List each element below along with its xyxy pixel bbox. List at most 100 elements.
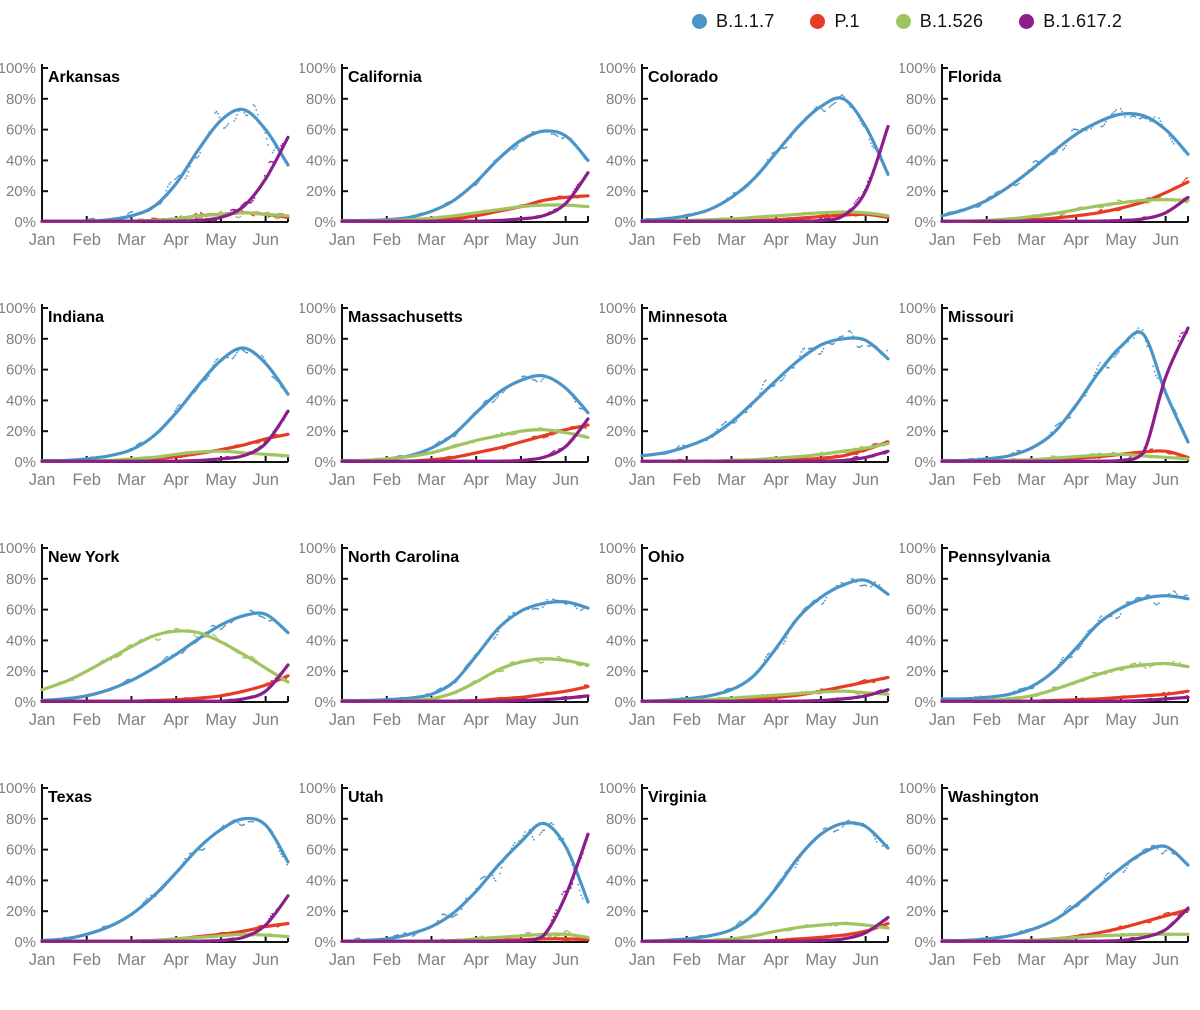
x-tick-label: Feb [673, 471, 701, 489]
y-tick-label: 60% [906, 602, 936, 619]
y-tick-label: 20% [6, 663, 36, 680]
x-tick-label: Jan [929, 951, 956, 969]
x-tick-label: Jun [1152, 471, 1179, 489]
x-tick-label: May [1105, 951, 1137, 969]
x-tick-label: Apr [463, 711, 489, 729]
x-tick-label: Jun [852, 231, 879, 249]
legend-item-b-1-526: B.1.526 [896, 11, 983, 32]
y-tick-label: 80% [906, 571, 936, 588]
x-tick-label: Apr [163, 471, 189, 489]
y-tick-label: 100% [300, 540, 336, 557]
x-tick-label: Mar [1017, 711, 1046, 729]
x-tick-label: Apr [763, 951, 789, 969]
y-tick-label: 0% [314, 214, 336, 231]
y-tick-label: 60% [906, 842, 936, 859]
y-tick-label: 20% [906, 903, 936, 920]
y-tick-label: 0% [914, 214, 936, 231]
line-series-b-1-1-7 [942, 332, 1188, 461]
x-tick-label: Mar [117, 231, 146, 249]
y-tick-label: 60% [606, 602, 636, 619]
y-tick-label: 40% [6, 632, 36, 649]
y-tick-label: 100% [300, 300, 336, 317]
x-tick-label: Apr [463, 231, 489, 249]
x-tick-label: Jun [252, 711, 279, 729]
line-series-p-1 [942, 182, 1188, 221]
legend-item-b-1-617-2: B.1.617.2 [1019, 11, 1122, 32]
y-tick-label: 0% [314, 454, 336, 471]
x-tick-label: Jan [629, 471, 656, 489]
line-series-b-1-617-2 [42, 896, 288, 941]
scatter-series-b-1-1-7 [341, 598, 586, 701]
y-tick-label: 40% [6, 872, 36, 889]
x-tick-label: Feb [73, 711, 101, 729]
x-tick-label: Feb [973, 711, 1001, 729]
y-tick-label: 20% [606, 903, 636, 920]
x-tick-label: Mar [417, 471, 446, 489]
line-series-b-1-1-7 [942, 846, 1188, 941]
x-tick-label: Jan [329, 951, 356, 969]
x-tick-label: Jun [252, 231, 279, 249]
y-tick-label: 60% [606, 842, 636, 859]
x-tick-label: Mar [117, 951, 146, 969]
x-tick-label: Jun [552, 711, 579, 729]
x-tick-label: Mar [1017, 951, 1046, 969]
x-tick-label: Mar [717, 231, 746, 249]
y-tick-label: 0% [14, 694, 36, 711]
x-tick-label: Jan [929, 231, 956, 249]
scatter-series-b-1-1-7 [941, 590, 1188, 701]
x-tick-label: Jun [252, 471, 279, 489]
x-tick-label: Jan [29, 231, 56, 249]
y-tick-label: 0% [914, 694, 936, 711]
y-tick-label: 40% [306, 152, 336, 169]
y-tick-label: 60% [306, 602, 336, 619]
line-series-b-1-1-7 [42, 818, 288, 940]
y-tick-label: 20% [6, 423, 36, 440]
x-tick-label: May [205, 231, 237, 249]
x-tick-label: Feb [373, 231, 401, 249]
x-tick-label: May [805, 471, 837, 489]
x-tick-label: Feb [973, 951, 1001, 969]
subplot-title: Minnesota [648, 309, 727, 326]
y-tick-label: 0% [14, 214, 36, 231]
x-tick-label: Jan [929, 711, 956, 729]
y-tick-label: 60% [606, 122, 636, 139]
subplot-title: Missouri [948, 309, 1014, 326]
x-tick-label: Jun [852, 711, 879, 729]
y-tick-label: 20% [306, 423, 336, 440]
y-tick-label: 80% [606, 91, 636, 108]
line-series-b-1-617-2 [342, 834, 588, 941]
scatter-series-b-1-1-7 [78, 104, 288, 222]
line-series-b-1-1-7 [642, 338, 888, 456]
x-tick-label: Jan [929, 471, 956, 489]
y-tick-label: 40% [6, 152, 36, 169]
y-tick-label: 80% [606, 571, 636, 588]
y-tick-label: 100% [600, 540, 636, 557]
y-tick-label: 100% [900, 60, 936, 77]
x-tick-label: Apr [163, 231, 189, 249]
subplot-title: New York [48, 549, 120, 566]
legend-label: B.1.1.7 [716, 11, 774, 32]
x-tick-label: Jun [1152, 711, 1179, 729]
line-series-b-1-1-7 [942, 596, 1188, 699]
y-tick-label: 60% [6, 602, 36, 619]
legend-label: B.1.526 [920, 11, 983, 32]
x-tick-label: May [205, 711, 237, 729]
x-tick-label: Apr [763, 711, 789, 729]
x-tick-label: Mar [717, 951, 746, 969]
x-tick-label: Mar [717, 471, 746, 489]
x-tick-label: Jun [1152, 231, 1179, 249]
